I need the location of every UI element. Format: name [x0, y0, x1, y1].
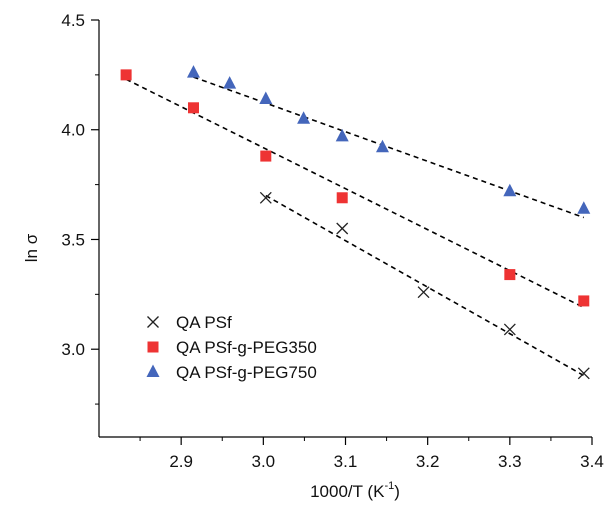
x-tick-label: 3.2	[416, 452, 440, 471]
data-point	[336, 222, 349, 235]
data-point	[223, 76, 237, 89]
data-point	[187, 102, 199, 114]
x-tick-label: 2.9	[169, 452, 193, 471]
data-point	[335, 128, 349, 142]
data-point	[375, 139, 389, 153]
data-point	[297, 111, 311, 124]
data-point	[578, 295, 590, 307]
data-point	[417, 286, 430, 299]
fit-line-series-2	[193, 76, 585, 219]
y-tick-label: 3.5	[61, 230, 85, 249]
y-axis-label: ln σ	[22, 233, 41, 262]
data-point	[503, 183, 517, 197]
legend-label: QA PSf-g-PEG750	[176, 363, 317, 382]
legend-marker	[147, 341, 159, 353]
legend-marker	[146, 364, 160, 377]
data-point	[186, 65, 200, 78]
legend-label: QA PSf	[176, 313, 232, 332]
x-tick-label: 3.3	[498, 452, 522, 471]
series-2	[186, 65, 591, 214]
legend-marker	[147, 316, 159, 328]
y-tick-label: 3.0	[61, 340, 85, 359]
fit-line-series-0	[265, 194, 585, 377]
data-point	[260, 150, 272, 162]
legend-label: QA PSf-g-PEG350	[176, 338, 317, 357]
axes: 2.9 3.0 3.1 3.2 3.3 3.4 3.0 3.5 4.0 4.5	[61, 11, 603, 471]
x-axis-label: 1000/T (K-1)	[310, 480, 400, 501]
y-tick-label: 4.5	[61, 11, 85, 30]
data-point	[120, 69, 132, 81]
series-0	[259, 191, 590, 380]
data-point	[504, 269, 516, 281]
y-tick-label: 4.0	[61, 121, 85, 140]
data-points	[120, 65, 591, 380]
x-tick-label: 3.4	[580, 452, 604, 471]
x-tick-label: 3.1	[334, 452, 358, 471]
data-point	[336, 192, 348, 204]
legend: QA PSf QA PSf-g-PEG350 QA PSf-g-PEG750	[146, 313, 317, 382]
data-point	[577, 201, 591, 214]
series-1	[120, 69, 590, 307]
data-point	[259, 191, 272, 204]
data-point	[577, 367, 590, 380]
data-point	[259, 91, 273, 105]
x-tick-label: 3.0	[252, 452, 276, 471]
data-point	[503, 323, 516, 336]
